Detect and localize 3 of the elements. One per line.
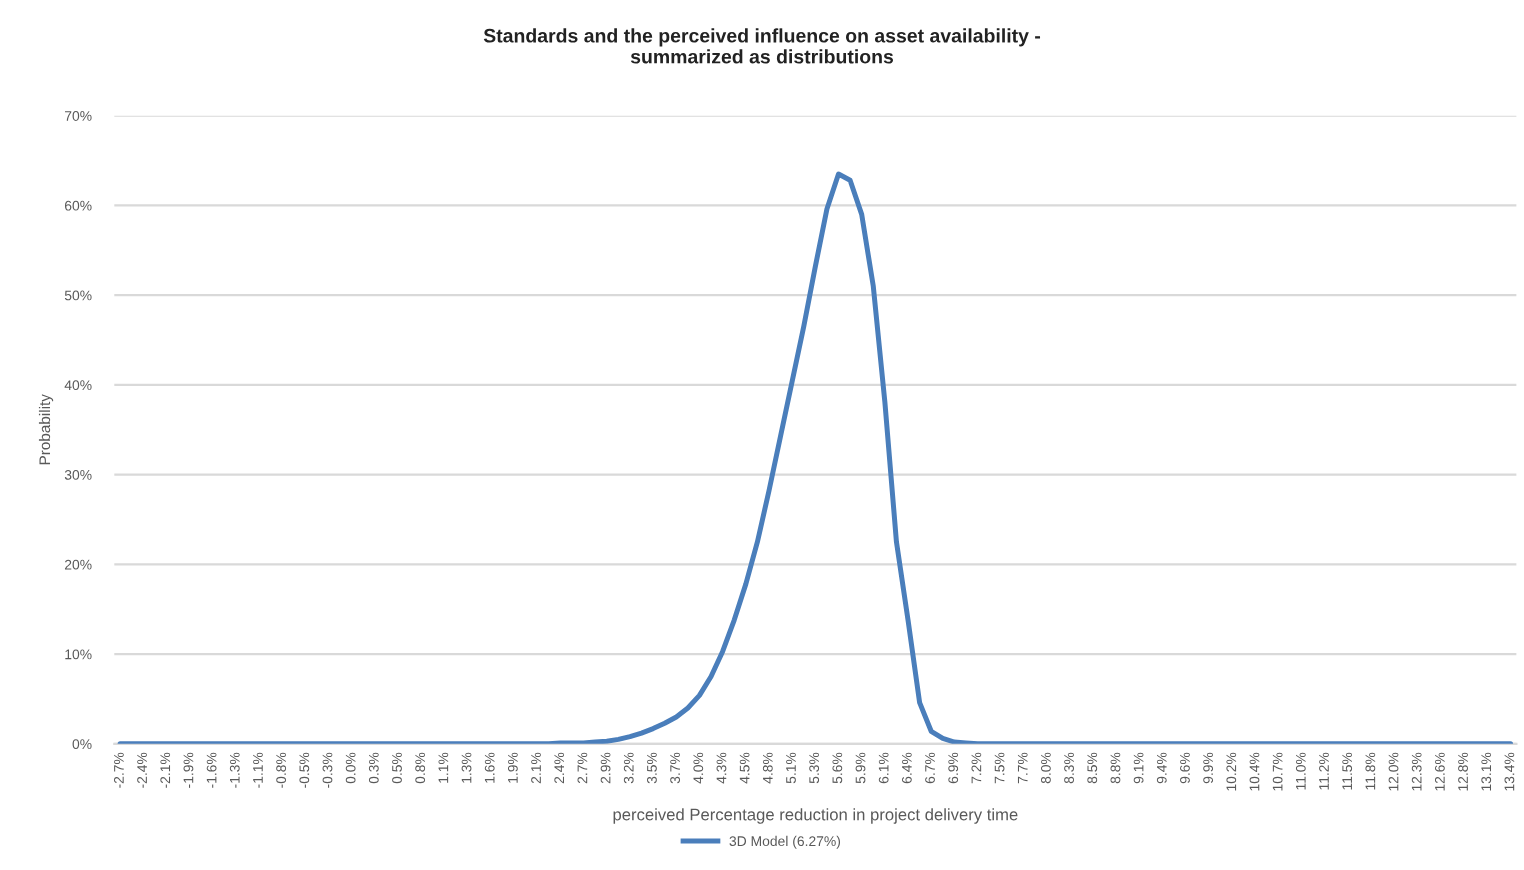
x-axis-title: perceived Percentage reduction in project delivery time bbox=[613, 808, 1018, 824]
chart-title: Standards and the perceived influence on asset availability - summarized as distributions bbox=[483, 28, 1041, 64]
line-series bbox=[117, 171, 1514, 744]
